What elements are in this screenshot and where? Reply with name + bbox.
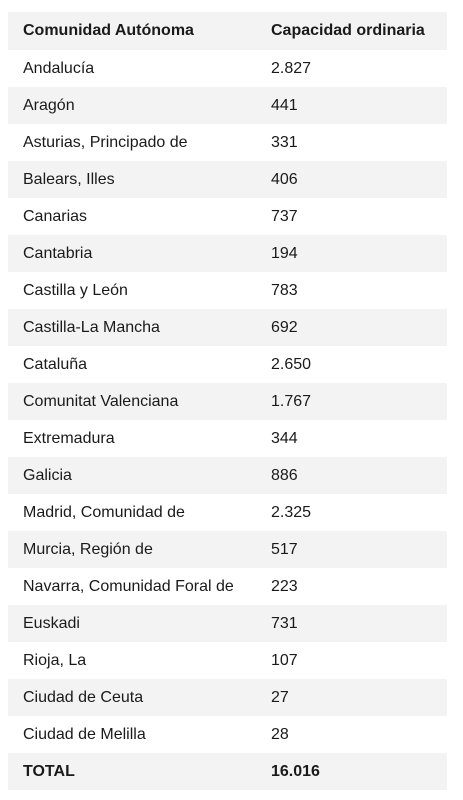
cell-region: Murcia, Región de bbox=[8, 531, 256, 568]
header-region: Comunidad Autónoma bbox=[8, 12, 256, 50]
table-body: Andalucía 2.827 Aragón 441 Asturias, Princip… bbox=[8, 50, 447, 753]
cell-capacity: 886 bbox=[256, 457, 447, 494]
capacity-table: Comunidad Autónoma Capacidad ordinaria A… bbox=[8, 12, 447, 790]
cell-region: Aragón bbox=[8, 87, 256, 124]
table-row: Navarra, Comunidad Foral de 223 bbox=[8, 568, 447, 605]
cell-capacity: 194 bbox=[256, 235, 447, 272]
cell-region: Navarra, Comunidad Foral de bbox=[8, 568, 256, 605]
header-capacity: Capacidad ordinaria bbox=[256, 12, 447, 50]
table-row: Rioja, La 107 bbox=[8, 642, 447, 679]
cell-region: Ciudad de Melilla bbox=[8, 716, 256, 753]
table-row: Castilla-La Mancha 692 bbox=[8, 309, 447, 346]
cell-capacity: 1.767 bbox=[256, 383, 447, 420]
capacity-table-container: Comunidad Autónoma Capacidad ordinaria A… bbox=[8, 12, 447, 790]
cell-region: Cantabria bbox=[8, 235, 256, 272]
cell-capacity: 441 bbox=[256, 87, 447, 124]
cell-capacity: 344 bbox=[256, 420, 447, 457]
table-row: Asturias, Principado de 331 bbox=[8, 124, 447, 161]
table-footer: TOTAL 16.016 bbox=[8, 753, 447, 790]
table-row: Aragón 441 bbox=[8, 87, 447, 124]
cell-region: Andalucía bbox=[8, 50, 256, 87]
cell-capacity: 28 bbox=[256, 716, 447, 753]
cell-region: Asturias, Principado de bbox=[8, 124, 256, 161]
cell-region: Cataluña bbox=[8, 346, 256, 383]
table-row: Comunitat Valenciana 1.767 bbox=[8, 383, 447, 420]
cell-region: Rioja, La bbox=[8, 642, 256, 679]
cell-region: Castilla-La Mancha bbox=[8, 309, 256, 346]
table-row: Canarias 737 bbox=[8, 198, 447, 235]
table-row: Ciudad de Melilla 28 bbox=[8, 716, 447, 753]
cell-capacity: 27 bbox=[256, 679, 447, 716]
table-row: Balears, Illes 406 bbox=[8, 161, 447, 198]
cell-capacity: 737 bbox=[256, 198, 447, 235]
table-row: Ciudad de Ceuta 27 bbox=[8, 679, 447, 716]
total-value: 16.016 bbox=[256, 753, 447, 790]
cell-region: Euskadi bbox=[8, 605, 256, 642]
cell-capacity: 223 bbox=[256, 568, 447, 605]
cell-region: Ciudad de Ceuta bbox=[8, 679, 256, 716]
cell-region: Balears, Illes bbox=[8, 161, 256, 198]
cell-region: Comunitat Valenciana bbox=[8, 383, 256, 420]
cell-region: Extremadura bbox=[8, 420, 256, 457]
table-row: Euskadi 731 bbox=[8, 605, 447, 642]
cell-region: Madrid, Comunidad de bbox=[8, 494, 256, 531]
cell-capacity: 692 bbox=[256, 309, 447, 346]
cell-capacity: 331 bbox=[256, 124, 447, 161]
cell-capacity: 2.325 bbox=[256, 494, 447, 531]
total-label: TOTAL bbox=[8, 753, 256, 790]
cell-capacity: 406 bbox=[256, 161, 447, 198]
table-row: Murcia, Región de 517 bbox=[8, 531, 447, 568]
cell-capacity: 2.827 bbox=[256, 50, 447, 87]
total-row: TOTAL 16.016 bbox=[8, 753, 447, 790]
table-row: Andalucía 2.827 bbox=[8, 50, 447, 87]
cell-capacity: 731 bbox=[256, 605, 447, 642]
cell-capacity: 107 bbox=[256, 642, 447, 679]
table-row: Extremadura 344 bbox=[8, 420, 447, 457]
cell-capacity: 783 bbox=[256, 272, 447, 309]
table-row: Cataluña 2.650 bbox=[8, 346, 447, 383]
cell-region: Castilla y León bbox=[8, 272, 256, 309]
cell-capacity: 517 bbox=[256, 531, 447, 568]
cell-region: Canarias bbox=[8, 198, 256, 235]
table-row: Cantabria 194 bbox=[8, 235, 447, 272]
table-row: Madrid, Comunidad de 2.325 bbox=[8, 494, 447, 531]
table-row: Castilla y León 783 bbox=[8, 272, 447, 309]
table-row: Galicia 886 bbox=[8, 457, 447, 494]
table-header: Comunidad Autónoma Capacidad ordinaria bbox=[8, 12, 447, 50]
cell-capacity: 2.650 bbox=[256, 346, 447, 383]
header-row: Comunidad Autónoma Capacidad ordinaria bbox=[8, 12, 447, 50]
cell-region: Galicia bbox=[8, 457, 256, 494]
